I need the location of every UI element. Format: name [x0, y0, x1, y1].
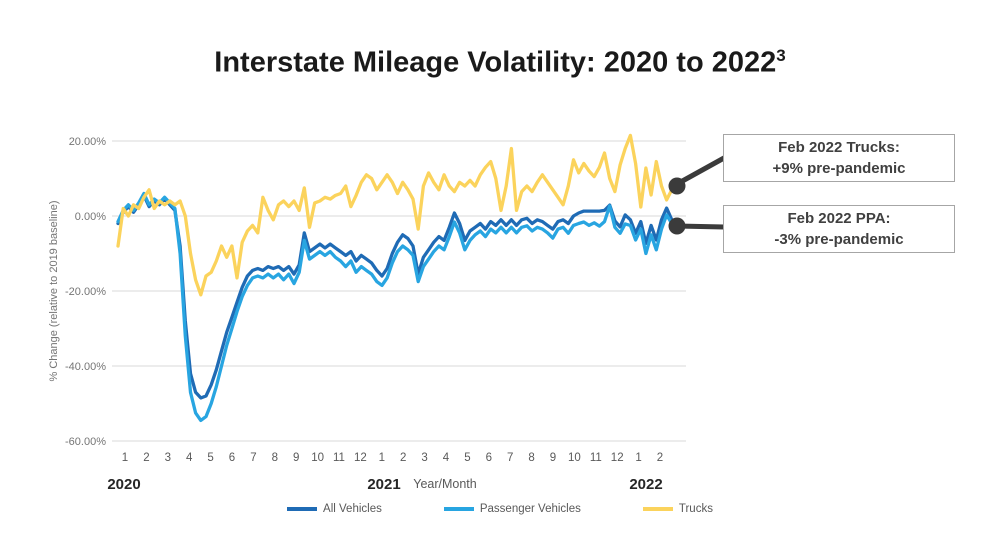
month-tick-label: 11 — [590, 452, 602, 464]
y-axis-tick-labels: 20.00% 0.00% -20.00% -40.00% -60.00% — [65, 136, 106, 448]
month-tick-label: 1 — [379, 452, 385, 464]
month-tick-label: 3 — [421, 452, 427, 464]
month-tick-label: 7 — [250, 452, 256, 464]
y-tick: -40.00% — [65, 361, 106, 373]
month-tick-label: 12 — [354, 452, 367, 464]
month-tick-label: 9 — [550, 452, 556, 464]
line-passenger-vehicles — [116, 191, 679, 423]
callout-line: -3% pre-pandemic — [774, 231, 904, 248]
month-tick-label: 8 — [528, 452, 534, 464]
legend-label: All Vehicles — [323, 503, 382, 515]
callout-connectors — [668, 155, 727, 235]
y-tick: 0.00% — [75, 211, 106, 223]
y-tick: -20.00% — [65, 286, 106, 298]
month-tick-label: 2 — [657, 452, 663, 464]
month-tick-label: 12 — [611, 452, 624, 464]
x-axis-year-labels: 2020 2021 2022 Year/Month — [107, 476, 662, 493]
month-tick-label: 5 — [464, 452, 470, 464]
month-tick-label: 4 — [443, 452, 450, 464]
trucks-callout-connector — [674, 155, 727, 187]
month-tick-labels: 1 2 3 4 5 6 7 8 9 10 11 12 1 2 3 4 5 6 7 8 9 10 11 12 1 2 — [122, 452, 663, 464]
year-label-2021: 2021 — [367, 476, 400, 493]
month-tick-label: 4 — [186, 452, 193, 464]
callout-feb-2022-ppa: Feb 2022 PPA: -3% pre-pandemic — [723, 205, 955, 253]
gridlines — [112, 140, 686, 442]
callout-feb-2022-trucks: Feb 2022 Trucks: +9% pre-pandemic — [723, 134, 955, 182]
month-tick-label: 7 — [507, 452, 513, 464]
legend-label: Passenger Vehicles — [479, 503, 581, 515]
page-title-superscript: 3 — [776, 46, 786, 65]
legend-label: Trucks — [678, 503, 713, 515]
month-tick-label: 6 — [229, 452, 235, 464]
month-tick-label: 9 — [293, 452, 299, 464]
month-tick-label: 1 — [122, 452, 128, 464]
trucks-callout-dot — [668, 177, 686, 195]
callout-line: +9% pre-pandemic — [772, 160, 906, 177]
passenger-vehicles-swatch-icon — [443, 507, 474, 511]
legend-item-trucks: Trucks — [642, 503, 713, 515]
y-tick: 20.00% — [69, 136, 107, 148]
series-lines — [116, 133, 679, 423]
month-tick-label: 8 — [272, 452, 278, 464]
page-title-text: Interstate Mileage Volatility: 2020 to 2… — [214, 46, 777, 79]
month-tick-label: 2 — [400, 452, 406, 464]
month-tick-label: 3 — [165, 452, 171, 464]
year-label-2022: 2022 — [629, 476, 662, 493]
ppa-callout-dot — [668, 217, 686, 235]
month-tick-label: 6 — [486, 452, 492, 464]
x-axis-title: Year/Month — [413, 477, 477, 491]
year-label-2020: 2020 — [107, 476, 140, 493]
month-tick-label: 5 — [207, 452, 213, 464]
month-tick-label: 10 — [568, 452, 581, 464]
month-tick-label: 10 — [311, 452, 324, 464]
line-all-vehicles — [116, 193, 679, 400]
month-tick-label: 11 — [333, 452, 345, 464]
callout-line: Feb 2022 Trucks: — [778, 139, 900, 156]
legend-item-passenger-vehicles: Passenger Vehicles — [443, 503, 581, 515]
trucks-swatch-icon — [642, 507, 673, 511]
page-title: Interstate Mileage Volatility: 2020 to 2… — [0, 46, 1000, 80]
month-tick-label: 1 — [635, 452, 641, 464]
legend-item-all-vehicles: All Vehicles — [287, 503, 382, 515]
month-tick-label: 2 — [143, 452, 149, 464]
y-axis-title: % Change (relative to 2019 baseline) — [48, 200, 60, 381]
all-vehicles-swatch-icon — [287, 507, 318, 511]
callout-line: Feb 2022 PPA: — [787, 210, 891, 227]
line-trucks — [116, 133, 679, 297]
chart-legend: All Vehicles Passenger Vehicles Trucks — [0, 503, 1000, 515]
y-tick: -60.00% — [65, 436, 106, 448]
